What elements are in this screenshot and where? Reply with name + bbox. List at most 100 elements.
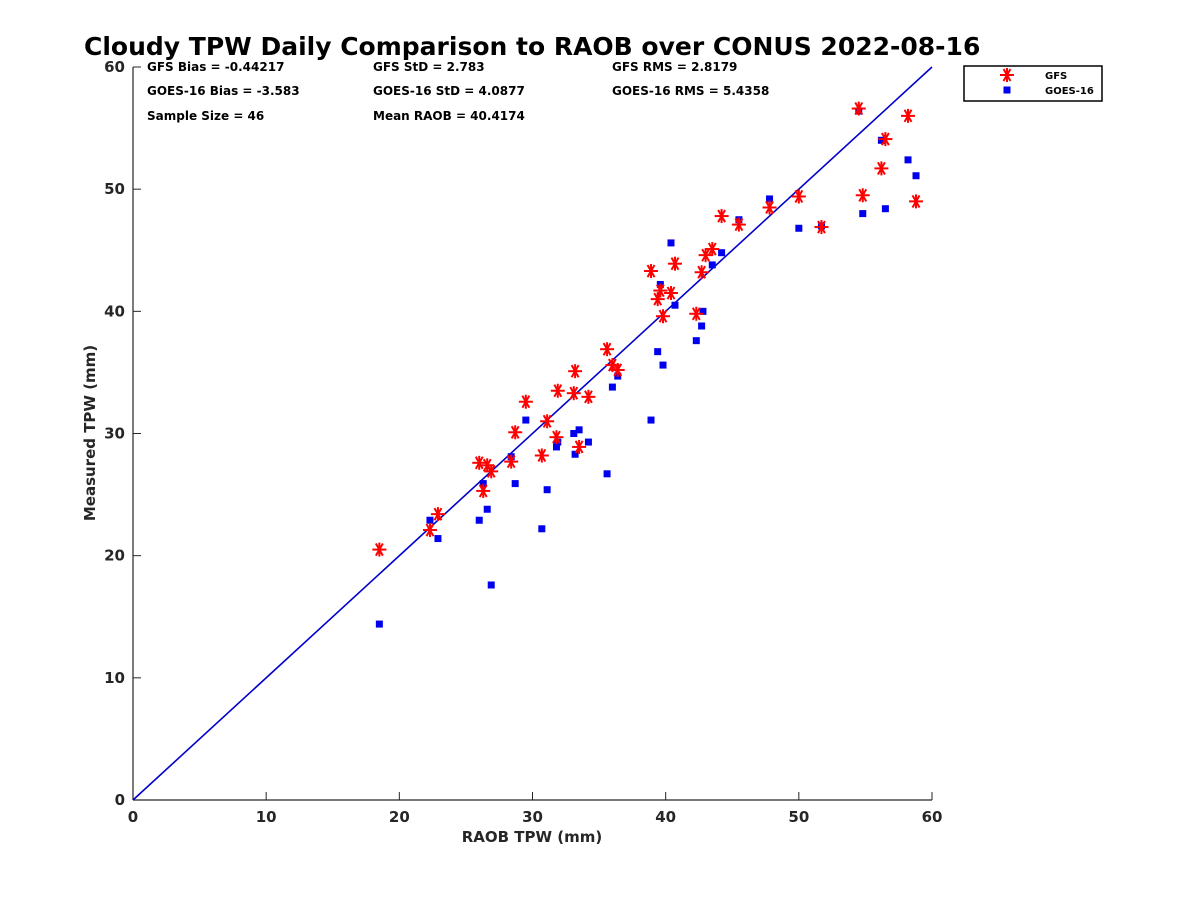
- gfs-point: [600, 342, 615, 357]
- goes16-point: [538, 525, 546, 533]
- gfs-point: [694, 265, 709, 280]
- gfs-point: [610, 362, 625, 377]
- goes16-point: [659, 361, 667, 369]
- gfs-point: [689, 306, 704, 321]
- goes16-point: [571, 450, 579, 458]
- gfs-point: [667, 256, 682, 271]
- goes16-point: [647, 416, 655, 424]
- gfs-point: [372, 542, 387, 557]
- gfs-point: [855, 188, 870, 203]
- goes16-point: [718, 249, 726, 257]
- legend-gfs-label: GFS: [1045, 71, 1067, 82]
- gfs-point: [698, 248, 713, 263]
- one-to-one-line: [132, 66, 933, 801]
- gfs-point: [504, 454, 519, 469]
- gfs-point: [484, 464, 499, 479]
- gfs-point: [814, 220, 829, 235]
- stat-gfs-rms: GFS RMS = 2.8179: [612, 60, 737, 74]
- gfs-point: [762, 200, 777, 215]
- goes16-point: [575, 426, 583, 434]
- goes16-point: [483, 505, 491, 513]
- legend: GFS GOES-16: [963, 65, 1103, 102]
- gfs-point: [653, 283, 668, 298]
- gfs-point: [549, 430, 564, 445]
- gfs-point: [663, 286, 678, 301]
- gfs-point: [566, 386, 581, 401]
- gfs-point: [550, 383, 565, 398]
- gfs-point: [422, 523, 437, 538]
- stat-goes-bias: GOES-16 Bias = -3.583: [147, 84, 300, 98]
- gfs-point: [731, 217, 746, 232]
- goes16-point: [475, 516, 483, 524]
- gfs-point: [534, 448, 549, 463]
- x-tick-label: 20: [389, 808, 410, 826]
- gfs-point: [581, 389, 596, 404]
- stat-goes-std: GOES-16 StD = 4.0877: [373, 84, 525, 98]
- y-tick-label: 50: [104, 180, 125, 198]
- y-tick-label: 60: [104, 58, 125, 76]
- goes16-point: [479, 480, 487, 488]
- gfs-point: [851, 101, 866, 116]
- gfs-point: [476, 483, 491, 498]
- gfs-point: [508, 425, 523, 440]
- gfs-point: [791, 189, 806, 204]
- gfs-point: [909, 194, 924, 209]
- y-tick-label: 30: [104, 425, 125, 443]
- plot-area: [132, 66, 933, 801]
- goes16-point: [584, 438, 592, 446]
- stat-sample-size: Sample Size = 46: [147, 109, 264, 123]
- goes16-point: [692, 337, 700, 345]
- goes16-point: [766, 195, 774, 203]
- stat-gfs-std: GFS StD = 2.783: [373, 60, 485, 74]
- stat-goes-rms: GOES-16 RMS = 5.4358: [612, 84, 769, 98]
- goes16-point: [877, 136, 885, 144]
- goes16-point: [522, 416, 530, 424]
- x-tick-label: 60: [922, 808, 943, 826]
- goes16-point: [570, 430, 578, 437]
- goes16-point: [543, 486, 551, 494]
- legend-gfs-marker: [1000, 68, 1014, 82]
- goes16-point: [426, 516, 434, 524]
- gfs-point: [705, 242, 720, 257]
- goes16-point: [859, 210, 867, 218]
- y-tick-label: 40: [104, 302, 125, 320]
- x-tick-label: 30: [522, 808, 543, 826]
- x-axis-label: RAOB TPW (mm): [462, 828, 603, 846]
- goes16-point: [654, 348, 662, 356]
- x-tick-label: 40: [655, 808, 676, 826]
- tick-labels: 0 10 20 30 40 50 60 0 10 20 30 40 50 60: [104, 58, 942, 826]
- goes16-point: [554, 438, 562, 446]
- stat-mean-raob: Mean RAOB = 40.4174: [373, 109, 525, 123]
- x-tick-label: 0: [128, 808, 138, 826]
- goes16-point: [795, 224, 803, 232]
- gfs-point: [878, 132, 893, 147]
- legend-box: [963, 65, 1103, 102]
- gfs-point: [518, 394, 533, 409]
- stats-panel: GFS Bias = -0.44217 GFS StD = 2.783 GFS …: [147, 60, 769, 123]
- gfs-point: [472, 455, 487, 470]
- goes16-point: [603, 470, 611, 478]
- legend-gfs-symbol: [1000, 68, 1014, 82]
- y-tick-label: 10: [104, 669, 125, 687]
- goes16-point: [708, 261, 716, 269]
- x-tick-label: 10: [256, 808, 277, 826]
- legend-goes16-symbol: [1003, 86, 1011, 94]
- goes16-point: [699, 307, 707, 315]
- stat-gfs-bias: GFS Bias = -0.44217: [147, 60, 284, 74]
- goes16-point: [375, 620, 383, 628]
- goes16-point: [511, 480, 519, 488]
- y-axis-label: Measured TPW (mm): [81, 345, 99, 521]
- gfs-point: [901, 108, 916, 123]
- goes16-point: [487, 581, 495, 589]
- gfs-point: [650, 292, 665, 307]
- goes16-point: [912, 172, 920, 180]
- gfs-point: [568, 364, 583, 379]
- x-tick-label: 50: [788, 808, 809, 826]
- y-tick-label: 20: [104, 547, 125, 565]
- chart-title: Cloudy TPW Daily Comparison to RAOB over…: [84, 32, 980, 61]
- goes16-point: [434, 535, 442, 543]
- goes16-point: [667, 239, 675, 247]
- goes16-point: [552, 443, 560, 451]
- gfs-point: [644, 264, 659, 279]
